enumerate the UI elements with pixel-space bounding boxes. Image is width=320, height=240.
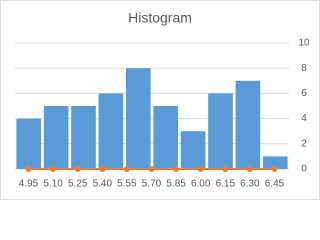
x-tick-label: 4.95: [19, 179, 39, 190]
x-tick-label: 6.00: [191, 179, 211, 190]
bar: [180, 131, 206, 169]
x-tick-label: 5.10: [43, 179, 63, 190]
x-tick-label: 6.45: [265, 179, 285, 190]
point: [271, 166, 278, 172]
point: [74, 166, 81, 172]
x-tick-label: 5.85: [166, 179, 186, 190]
x-tick-label: 6.30: [240, 179, 260, 190]
x-tick-label: 6.15: [216, 179, 236, 190]
bar: [235, 80, 261, 169]
y-tick-label: 2: [301, 138, 307, 149]
bar: [208, 93, 233, 169]
point: [222, 166, 229, 172]
y-tick-label: 10: [298, 38, 310, 49]
bar: [16, 118, 42, 169]
point: [99, 166, 106, 172]
point: [25, 166, 32, 172]
bar: [262, 156, 288, 169]
y-tick-label: 4: [301, 113, 307, 124]
point: [123, 166, 130, 172]
chart-title: Histogram: [128, 10, 192, 26]
bar: [43, 106, 69, 169]
bar: [153, 106, 179, 169]
x-tick-label: 5.70: [142, 179, 162, 190]
y-tick-label: 0: [301, 164, 307, 175]
point: [246, 166, 253, 172]
x-tick-label: 5.25: [68, 179, 88, 190]
point: [50, 166, 57, 172]
x-tick-label: 5.40: [93, 179, 113, 190]
point: [173, 166, 180, 172]
bar: [98, 93, 124, 169]
bar: [71, 106, 96, 169]
point: [197, 166, 204, 172]
bar: [125, 68, 151, 169]
x-tick-label: 5.55: [117, 179, 137, 190]
point: [148, 166, 155, 172]
y-tick-label: 8: [301, 63, 307, 74]
y-tick-label: 6: [301, 88, 307, 99]
chart: Histogram 0 2 4 6 8 10 4.95 5.10 5.25 5.40 5.55 5.7…: [0, 0, 320, 200]
